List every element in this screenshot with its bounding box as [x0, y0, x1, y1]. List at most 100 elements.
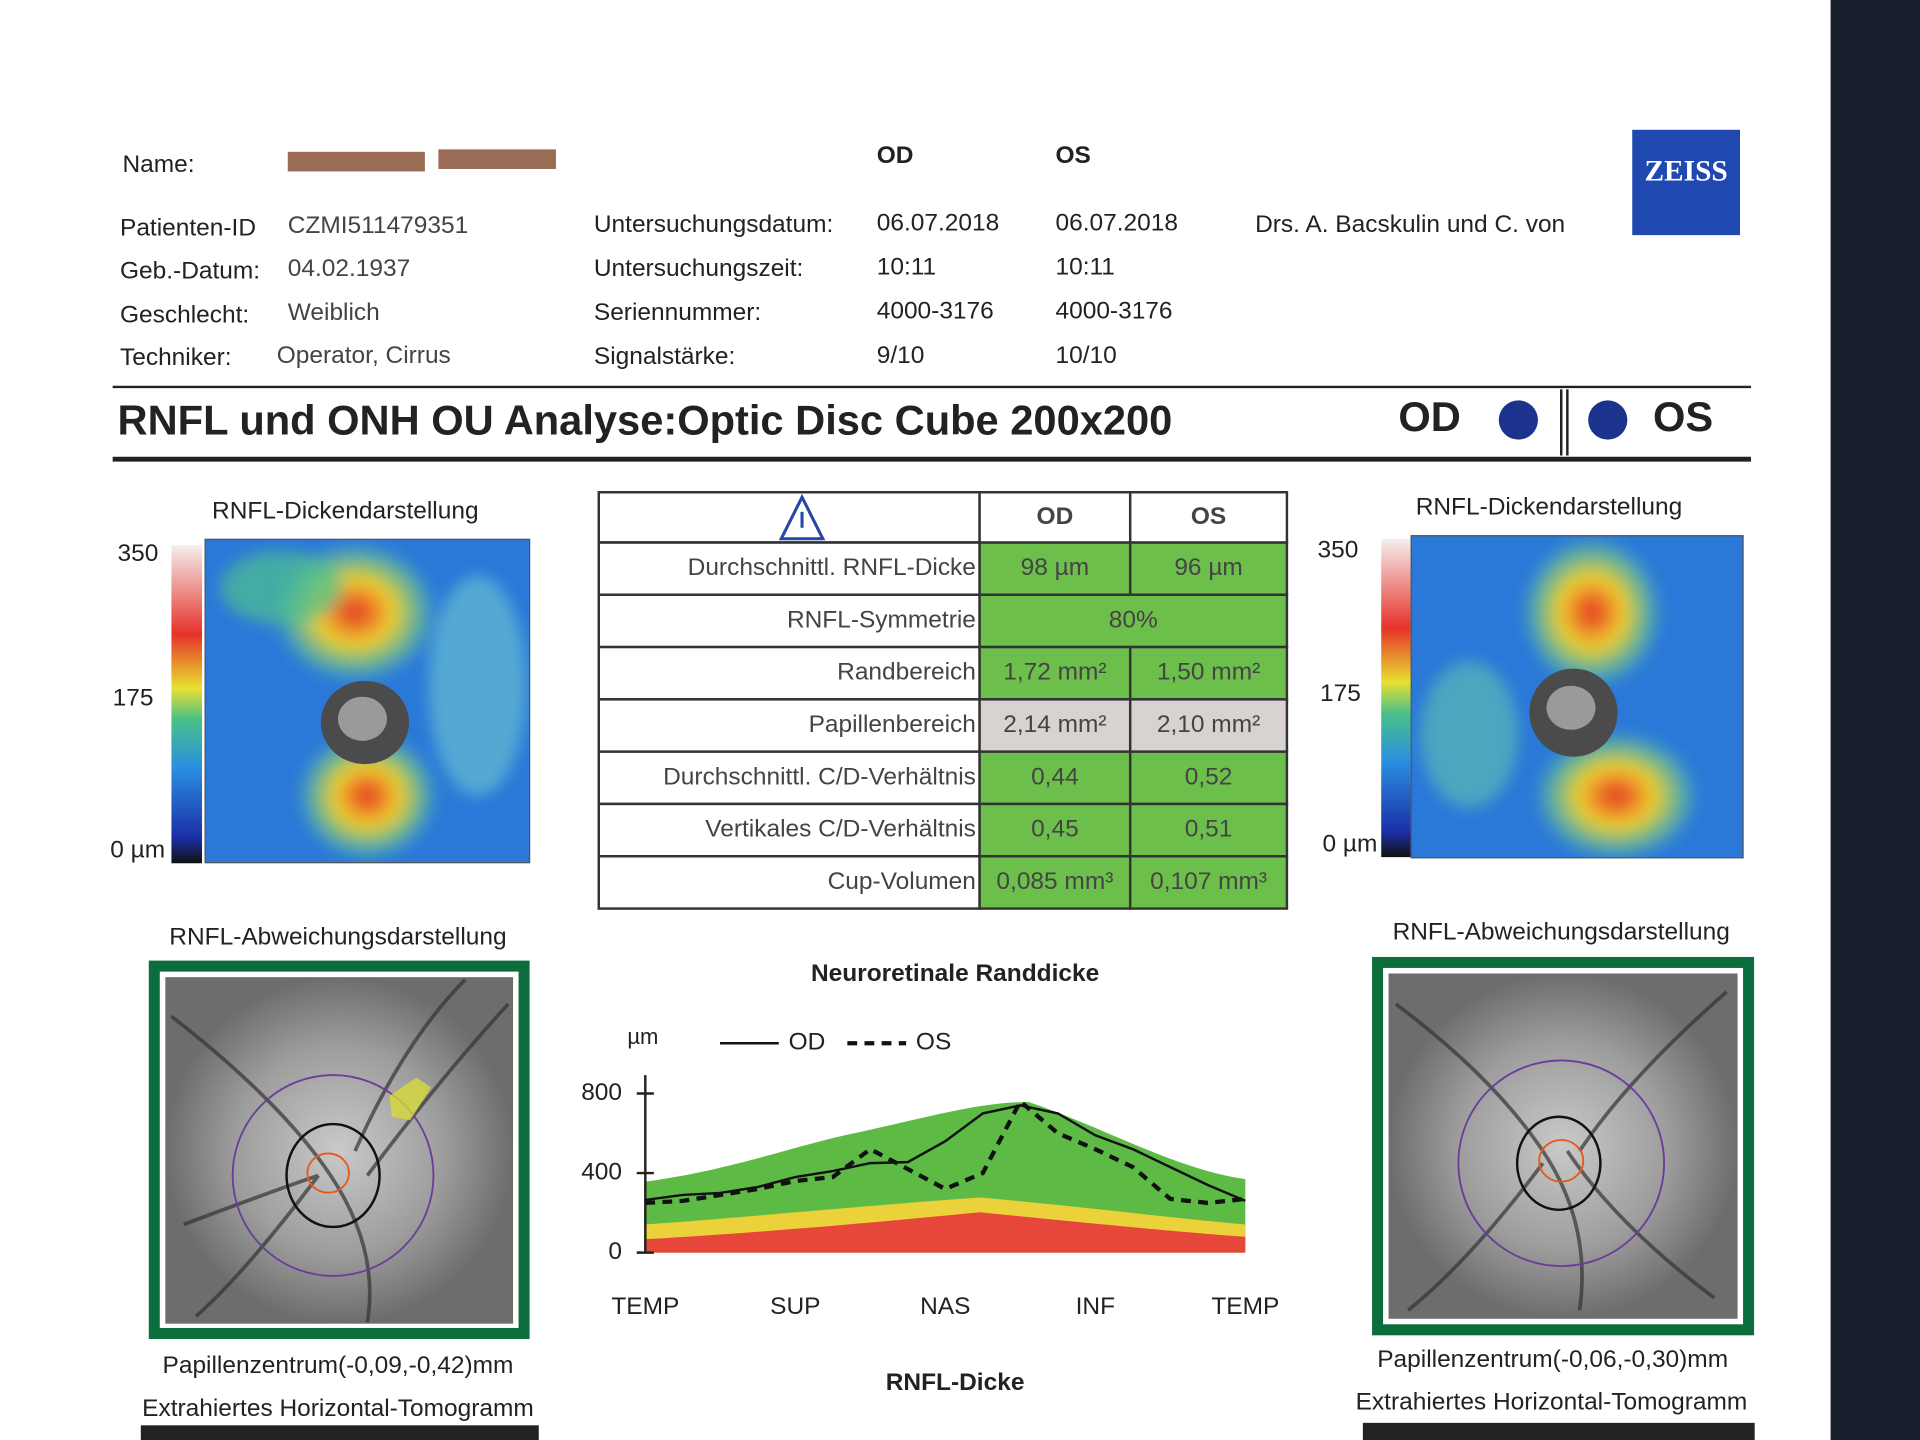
legend-label: OS: [916, 1029, 951, 1056]
cell-value: 1,72 mm²: [1003, 659, 1106, 686]
field-value: Operator, Cirrus: [277, 342, 451, 369]
y-tick-label: 0: [608, 1238, 622, 1265]
cell-value: 80%: [1109, 606, 1158, 633]
eye-dot: [1498, 400, 1538, 440]
cell-value: 0,085 mm³: [996, 868, 1113, 895]
thickness-map: [204, 538, 531, 864]
background-edge: [1830, 0, 1920, 1440]
field-label: Geb.-Datum:: [120, 257, 260, 284]
bar: [1362, 1422, 1755, 1440]
scale-label: 175: [1320, 680, 1361, 707]
bar: [140, 1425, 539, 1440]
logo-text: ZEISS: [1644, 156, 1727, 188]
eye-dot: [1588, 400, 1628, 440]
value-cell: [1128, 855, 1289, 910]
label-cell: [597, 645, 981, 701]
map-title: RNFL-Abweichungsdarstellung: [1393, 919, 1730, 946]
row-label: Cup-Volumen: [828, 868, 976, 895]
section-title: RNFL-Dicke: [886, 1369, 1025, 1396]
y-tick-label: 800: [581, 1079, 622, 1106]
exam-label: Untersuchungszeit:: [594, 255, 803, 282]
cell-value: 0,52: [1185, 763, 1233, 790]
exam-value: 4000-3176: [1056, 298, 1173, 325]
map-title: RNFL-Abweichungsdarstellung: [169, 923, 506, 950]
exam-label: Signalstärke:: [594, 343, 735, 370]
cell-value: 1,50 mm²: [1157, 659, 1260, 686]
x-tick-label: SUP: [770, 1293, 820, 1320]
name-label: Name:: [122, 151, 194, 178]
exam-value: 10:11: [877, 254, 936, 281]
eye-label: OD: [1398, 393, 1460, 440]
exam-value: 9/10: [877, 342, 925, 369]
cell-value: 98 µm: [1021, 554, 1090, 581]
row-label: Durchschnittl. RNFL-Dicke: [688, 554, 976, 581]
caption: Papillenzentrum(-0,09,-0,42)mm: [163, 1352, 514, 1379]
exam-value: 4000-3176: [877, 298, 994, 325]
redaction: [287, 151, 425, 172]
scale-label: 0 µm: [1322, 830, 1377, 857]
column-header: OD: [877, 142, 914, 169]
field-value: Weiblich: [288, 299, 380, 326]
x-tick-label: NAS: [920, 1293, 970, 1320]
column-header: OS: [1056, 142, 1091, 169]
warning-icon: [778, 493, 826, 541]
row-label: Durchschnittl. C/D-Verhältnis: [663, 763, 976, 790]
scale-label: 350: [1318, 536, 1359, 563]
row-label: Papillenbereich: [809, 711, 976, 738]
report-title: RNFL und ONH OU Analyse:Optic Disc Cube …: [118, 397, 1173, 444]
x-tick-label: TEMP: [1211, 1293, 1279, 1320]
label-cell: [597, 855, 981, 910]
y-tick-label: 400: [581, 1159, 622, 1186]
exam-value: 06.07.2018: [877, 210, 999, 237]
exam-value: 10:11: [1056, 254, 1115, 281]
value-cell: [1128, 541, 1289, 596]
row-label: RNFL-Symmetrie: [787, 606, 976, 633]
color-bar: [171, 544, 203, 864]
series-line: [645, 1104, 1246, 1203]
header-cell: [1128, 491, 1289, 544]
chart-title: Neuroretinale Randdicke: [811, 960, 1099, 987]
cell-value: 2,10 mm²: [1157, 711, 1260, 738]
caption: Extrahiertes Horizontal-Tomogramm: [142, 1395, 534, 1422]
y-axis-label: µm: [627, 1024, 658, 1049]
legend-label: OD: [789, 1029, 826, 1056]
caption: Papillenzentrum(-0,06,-0,30)mm: [1377, 1346, 1728, 1373]
field-label: Patienten-ID: [120, 214, 256, 241]
field-value: 04.02.1937: [288, 255, 410, 282]
caption: Extrahiertes Horizontal-Tomogramm: [1356, 1389, 1748, 1416]
header-cell: [597, 491, 981, 544]
redaction: [438, 149, 556, 169]
map-title: RNFL-Dickendarstellung: [1416, 494, 1683, 521]
header-cell: [978, 491, 1132, 544]
scale-label: 175: [113, 685, 154, 712]
series-line: [645, 1098, 1246, 1206]
map-title: RNFL-Dickendarstellung: [212, 497, 479, 524]
scale-label: 0 µm: [110, 836, 165, 863]
cell-value: 0,51: [1185, 816, 1233, 843]
value-cell: [978, 593, 1289, 649]
logo: [1632, 129, 1740, 236]
exam-value: 10/10: [1056, 342, 1117, 369]
eye-label: OS: [1653, 393, 1713, 440]
exam-label: Untersuchungsdatum:: [594, 211, 833, 238]
row-label: Vertikales C/D-Verhältnis: [705, 816, 976, 843]
value-cell: [1128, 698, 1289, 753]
column-header: OS: [1191, 503, 1226, 530]
value-cell: [1128, 645, 1289, 701]
value-cell: [978, 698, 1132, 753]
field-value: CZMI511479351: [288, 212, 468, 239]
cell-value: 0,45: [1031, 816, 1079, 843]
exam-label: Seriennummer:: [594, 299, 761, 326]
metrics-table: Durchschnittl. RNFL-Dicke 98 µm 96 µm RNFL-…: [597, 491, 1289, 910]
cell-value: 0,107 mm³: [1150, 868, 1267, 895]
field-label: Geschlecht:: [120, 301, 249, 328]
x-tick-label: INF: [1076, 1293, 1115, 1320]
header: Patienten-ID CZMI511479351 Geb.-Datum: 04.0…: [120, 210, 1178, 372]
exam-value: 06.07.2018: [1056, 210, 1178, 237]
column-header: OD: [1037, 503, 1074, 530]
cell-value: 0,44: [1031, 763, 1079, 790]
physician: Drs. A. Bacskulin und C. von: [1255, 211, 1565, 238]
rim-chart: Neuroretinale Randdicke µm 0 400 800 TEMP SUP N…: [581, 960, 1279, 1320]
